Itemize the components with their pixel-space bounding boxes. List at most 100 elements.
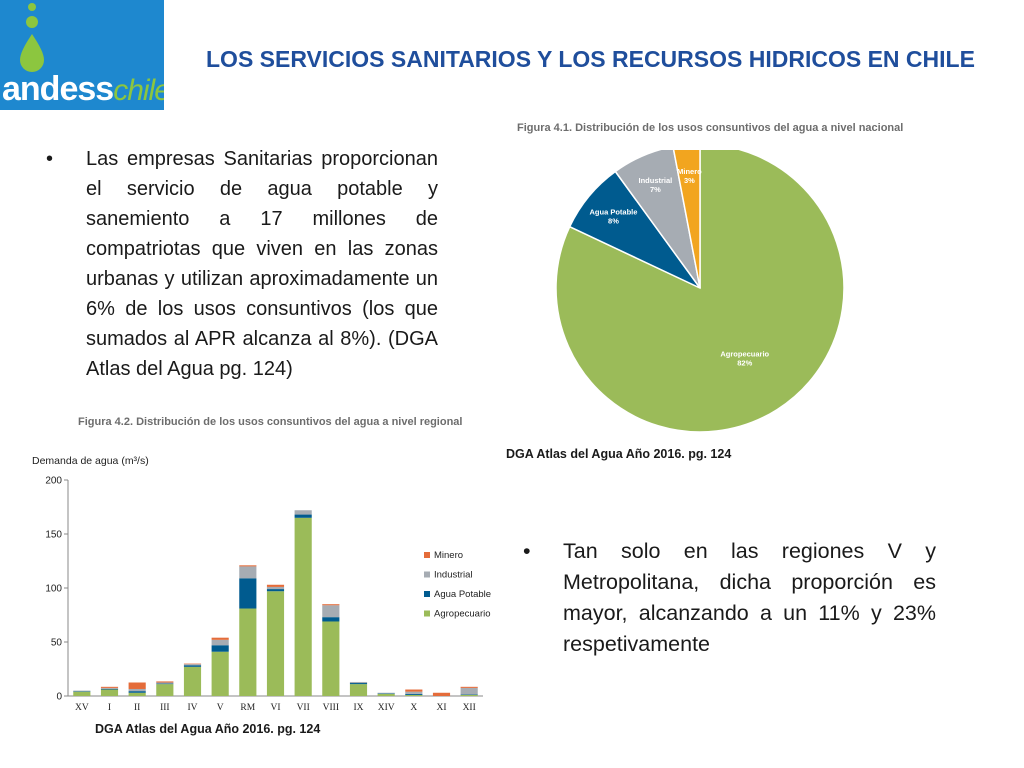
bar-segment-industrial bbox=[294, 510, 312, 515]
pie-source: DGA Atlas del Agua Año 2016. pg. 124 bbox=[506, 447, 732, 461]
bar-segment-agua-potable bbox=[349, 683, 368, 685]
bar-segment-agropecuario bbox=[73, 691, 91, 696]
bar-segment-agua-potable bbox=[322, 617, 340, 622]
bar-segment-agua-potable bbox=[100, 688, 119, 690]
x-tick-label: III bbox=[160, 703, 170, 713]
x-tick-label: VIII bbox=[323, 703, 339, 713]
x-tick-label: XV bbox=[75, 703, 89, 713]
bar-segment-agua-potable bbox=[239, 578, 257, 609]
bullet-text: Las empresas Sanitarias proporcionan el … bbox=[86, 148, 438, 380]
bar-segment-industrial bbox=[183, 664, 202, 666]
bar-segment-minero bbox=[239, 565, 257, 567]
bar-segment-industrial bbox=[211, 639, 229, 646]
y-axis-label: Demanda de agua (m³/s) bbox=[32, 455, 149, 467]
bar-segment-industrial bbox=[266, 586, 285, 590]
bar-segment-agua-potable bbox=[183, 665, 202, 667]
x-tick-label: V bbox=[217, 703, 224, 713]
bar-segment-minero bbox=[432, 692, 451, 696]
pie-chart: Agropecuario 82% Agua Potable 8% Industrial 7… bbox=[540, 143, 860, 440]
bar-segment-agropecuario bbox=[349, 684, 368, 696]
bar-segment-minero bbox=[100, 686, 119, 688]
bar-segment-agua-potable bbox=[377, 693, 395, 694]
bar-segment-industrial bbox=[349, 681, 368, 684]
bar-segment-agua-potable bbox=[156, 683, 174, 685]
bar-segment-industrial bbox=[73, 690, 91, 692]
pie-percent-label: 82% bbox=[737, 359, 752, 368]
bullet-marker: • bbox=[46, 148, 54, 170]
bar-segment-minero bbox=[266, 584, 285, 587]
bar-segment-agropecuario bbox=[405, 694, 423, 696]
bar-chart: Demanda de agua (m³/s) 0 50 100 150 200 XV I II I… bbox=[28, 450, 498, 720]
pie-label: Minero bbox=[677, 167, 702, 176]
x-tick-label: II bbox=[134, 703, 140, 713]
legend-label: Agua Potable bbox=[434, 589, 491, 600]
bar-segment-industrial bbox=[460, 687, 478, 695]
bullet-sanitarias: • Las empresas Sanitarias proporcionan e… bbox=[46, 144, 438, 384]
bar-segment-industrial bbox=[239, 566, 257, 579]
bar-segment-minero bbox=[211, 637, 229, 640]
bar-chart-title: Figura 4.2. Distribución de los usos con… bbox=[78, 416, 463, 428]
bar-segment-minero bbox=[322, 604, 340, 606]
bar-segment-agua-potable bbox=[294, 514, 312, 518]
logo-wordmark: andesschile bbox=[2, 70, 164, 108]
bar-segment-agua-potable bbox=[128, 691, 146, 693]
legend-swatch bbox=[424, 571, 430, 578]
bullet-marker: • bbox=[523, 539, 531, 563]
bar-segment-agropecuario bbox=[128, 692, 146, 696]
bar-segment-agropecuario bbox=[100, 689, 119, 696]
x-tick-label: X bbox=[410, 703, 417, 713]
y-tick-label: 150 bbox=[45, 530, 62, 541]
water-drops-icon bbox=[20, 3, 44, 72]
pie-percent-label: 7% bbox=[650, 185, 661, 194]
x-tick-label: XI bbox=[436, 703, 446, 713]
pie-label: Agropecuario bbox=[720, 350, 769, 359]
y-tick-label: 0 bbox=[56, 692, 62, 703]
bar-segment-minero bbox=[405, 689, 423, 692]
y-tick-label: 50 bbox=[51, 638, 63, 649]
y-tick-label: 200 bbox=[45, 476, 62, 487]
legend-swatch bbox=[424, 610, 430, 617]
bar-segment-agua-potable bbox=[266, 589, 285, 592]
bar-segment-agropecuario bbox=[322, 621, 340, 696]
bar-segment-agropecuario bbox=[294, 517, 312, 696]
legend-swatch bbox=[424, 552, 430, 558]
bar-segment-industrial bbox=[100, 687, 119, 689]
bar-segment-industrial bbox=[377, 692, 395, 694]
bar-segment-minero bbox=[460, 686, 478, 688]
legend-swatch bbox=[424, 591, 430, 597]
bar-segment-agropecuario bbox=[211, 651, 229, 696]
bar-segment-agropecuario bbox=[156, 684, 174, 696]
bar-segment-agua-potable bbox=[211, 645, 229, 652]
andess-logo: andesschile bbox=[0, 0, 164, 110]
bar-segment-industrial bbox=[156, 682, 174, 684]
bar-source: DGA Atlas del Agua Año 2016. pg. 124 bbox=[95, 722, 321, 736]
bar-segment-agropecuario bbox=[183, 666, 202, 696]
bar-segment-agua-potable bbox=[405, 693, 423, 695]
bar-segment-industrial bbox=[322, 605, 340, 618]
bar-segment-industrial bbox=[128, 688, 146, 692]
bar-segment-agua-potable bbox=[73, 691, 91, 692]
x-tick-label: XII bbox=[463, 703, 476, 713]
x-tick-label: IV bbox=[187, 703, 197, 713]
legend-label: Minero bbox=[434, 550, 463, 561]
y-tick-label: 100 bbox=[45, 584, 62, 595]
pie-percent-label: 3% bbox=[684, 176, 695, 185]
x-tick-label: VII bbox=[297, 703, 310, 713]
bullet-regiones: • Tan solo en las regiones V y Metropoli… bbox=[523, 536, 936, 660]
pie-chart-title: Figura 4.1. Distribución de los usos con… bbox=[517, 122, 904, 134]
bar-segment-minero bbox=[128, 682, 146, 689]
bar-segment-agropecuario bbox=[377, 693, 395, 696]
x-tick-label: XIV bbox=[378, 703, 395, 713]
x-tick-label: IX bbox=[353, 703, 363, 713]
bullet-text: Tan solo en las regiones V y Metropolita… bbox=[563, 539, 936, 656]
x-tick-label: VI bbox=[270, 703, 280, 713]
bar-segment-agropecuario bbox=[460, 694, 478, 696]
bar-segment-industrial bbox=[405, 691, 423, 694]
x-tick-label: RM bbox=[240, 703, 255, 713]
x-tick-label: I bbox=[108, 703, 111, 713]
bar-segment-agua-potable bbox=[460, 694, 478, 695]
bar-segment-agropecuario bbox=[239, 608, 257, 696]
pie-label: Industrial bbox=[639, 176, 673, 185]
